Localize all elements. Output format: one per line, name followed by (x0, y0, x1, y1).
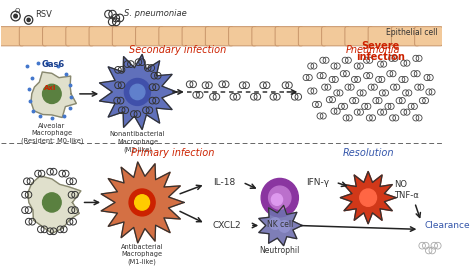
Circle shape (269, 186, 291, 209)
Text: IL-18: IL-18 (213, 178, 235, 187)
Circle shape (43, 84, 61, 104)
FancyBboxPatch shape (345, 27, 373, 46)
Text: Neutrophil: Neutrophil (260, 246, 300, 255)
Text: Axl: Axl (45, 85, 57, 91)
Text: S. pneumoniae: S. pneumoniae (124, 9, 187, 18)
FancyBboxPatch shape (182, 27, 210, 46)
Text: IFN-γ: IFN-γ (306, 178, 329, 187)
Circle shape (270, 218, 281, 229)
Text: CXCL2: CXCL2 (213, 221, 241, 230)
Text: Secondary infection: Secondary infection (129, 45, 226, 55)
Circle shape (135, 195, 149, 210)
FancyBboxPatch shape (252, 27, 280, 46)
Circle shape (129, 189, 155, 216)
Circle shape (27, 18, 30, 22)
Text: Clearance: Clearance (425, 221, 471, 230)
Text: Alveolar
Macrophage
(Resident: M0-like): Alveolar Macrophage (Resident: M0-like) (20, 123, 83, 144)
FancyBboxPatch shape (228, 27, 256, 46)
Circle shape (279, 221, 290, 232)
Text: Antibacterial
Macrophage
(M1-like): Antibacterial Macrophage (M1-like) (121, 244, 164, 265)
FancyBboxPatch shape (368, 27, 396, 46)
Text: Nonantibacterial
Macrophage
(M2-like): Nonantibacterial Macrophage (M2-like) (109, 131, 165, 153)
FancyBboxPatch shape (66, 27, 94, 46)
FancyBboxPatch shape (275, 27, 303, 46)
FancyBboxPatch shape (205, 27, 233, 46)
Polygon shape (100, 54, 176, 129)
Text: Resolution: Resolution (342, 148, 394, 158)
FancyBboxPatch shape (89, 27, 117, 46)
Text: NK cell: NK cell (266, 220, 293, 229)
Text: NO
TNF-α: NO TNF-α (394, 179, 419, 200)
Text: O: O (15, 8, 20, 14)
FancyBboxPatch shape (0, 27, 24, 46)
Text: Gas6: Gas6 (42, 60, 65, 69)
Circle shape (14, 14, 18, 18)
FancyBboxPatch shape (43, 27, 71, 46)
Polygon shape (101, 162, 184, 243)
FancyBboxPatch shape (19, 27, 47, 46)
FancyBboxPatch shape (159, 27, 187, 46)
FancyBboxPatch shape (298, 27, 326, 46)
Circle shape (130, 84, 145, 100)
Text: Primary infection: Primary infection (131, 148, 214, 158)
Text: RSV: RSV (35, 10, 52, 19)
Circle shape (43, 193, 61, 212)
Circle shape (261, 178, 298, 217)
Polygon shape (28, 176, 81, 233)
Text: Pneumonia: Pneumonia (346, 45, 400, 55)
FancyBboxPatch shape (392, 27, 419, 46)
Polygon shape (31, 72, 76, 118)
FancyBboxPatch shape (112, 27, 140, 46)
Polygon shape (259, 205, 302, 246)
FancyBboxPatch shape (415, 27, 443, 46)
Circle shape (272, 194, 283, 205)
Circle shape (124, 79, 150, 105)
Text: Epithelial cell: Epithelial cell (386, 28, 438, 37)
Text: Severe
infection: Severe infection (356, 41, 405, 62)
FancyBboxPatch shape (322, 27, 349, 46)
Circle shape (360, 189, 376, 206)
Polygon shape (340, 171, 396, 224)
FancyBboxPatch shape (136, 27, 164, 46)
